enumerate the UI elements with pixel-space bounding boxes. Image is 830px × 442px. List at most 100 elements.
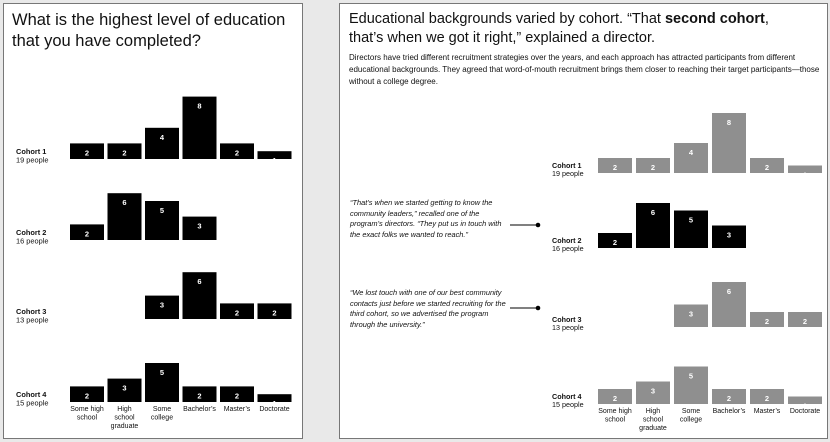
category-label-line: school [643, 417, 664, 424]
bar [107, 193, 142, 240]
bar [182, 216, 217, 240]
bar [257, 303, 292, 319]
bar [674, 210, 708, 248]
bar [712, 113, 746, 173]
quote2-connector-dot [535, 305, 541, 311]
bar-value-label: 2 [613, 163, 617, 172]
bar [674, 366, 708, 404]
bar [712, 389, 746, 404]
bar-value-label: 3 [197, 222, 201, 231]
bar-value-label: 2 [727, 394, 731, 403]
bar [750, 158, 784, 173]
category-label: Some high school [598, 408, 632, 424]
category-label-line: school [605, 417, 626, 424]
cohort-name: Cohort 3 [16, 307, 46, 316]
bar-value-label: 5 [689, 216, 693, 225]
bar [182, 386, 217, 402]
right-chart-title: Educational backgrounds varied by cohort… [349, 10, 819, 48]
bar-value-label: 2 [85, 391, 89, 400]
right-title-part1: Educational backgrounds varied by cohort… [349, 11, 665, 27]
category-label: Some high school [70, 406, 104, 422]
category-label-line: school [114, 415, 135, 422]
bar [70, 143, 104, 159]
bar [70, 386, 104, 402]
bar-value-label: 1 [803, 402, 807, 411]
bar [788, 165, 822, 173]
bar-value-label: 3 [160, 301, 164, 310]
left-panel: What is the highest level of education t… [3, 3, 303, 439]
bar-value-label: 3 [651, 387, 655, 396]
bar [788, 396, 822, 404]
bar-value-label: 2 [765, 317, 769, 326]
bar [107, 143, 142, 159]
bar-value-label: 3 [689, 310, 693, 319]
category-label: Master’s [754, 408, 781, 415]
category-label-line: school [77, 415, 98, 422]
bar-value-label: 1 [272, 156, 276, 165]
category-label: Some college [680, 408, 702, 424]
bar-value-label: 4 [160, 133, 165, 142]
cohort-name: Cohort 1 [16, 147, 46, 156]
bar [145, 295, 179, 319]
bar [145, 201, 179, 240]
cohort-name: Cohort 1 [552, 161, 582, 170]
category-label-line: Doctorate [259, 406, 289, 413]
bar [598, 158, 632, 173]
cohort-name: Cohort 3 [552, 315, 582, 324]
bar [598, 233, 632, 248]
category-label-line: Bachelor’s [183, 406, 216, 413]
cohort-label: Cohort 4 15 people [552, 392, 584, 409]
cohort2-quote: “That’s when we started getting to know … [350, 198, 502, 239]
cohort-name: Cohort 4 [16, 390, 47, 399]
cohort-label: Cohort 1 19 people [552, 161, 584, 178]
category-label: Doctorate [790, 408, 820, 415]
bar-value-label: 2 [197, 391, 201, 400]
category-label-line: Some [682, 408, 700, 415]
right-title-bold: second cohort [664, 11, 765, 27]
bar-value-label: 2 [272, 308, 276, 317]
category-label: Master’s [224, 406, 251, 413]
bar [220, 143, 254, 159]
bar-value-label: 6 [122, 198, 126, 207]
category-label-line: Master’s [224, 406, 251, 413]
category-label: High school graduate [639, 408, 667, 432]
bar-value-label: 4 [689, 148, 694, 157]
cohort-label: Cohort 1 19 people [16, 147, 48, 164]
cohort-size: 16 people [552, 244, 584, 253]
category-label-line: college [680, 417, 702, 424]
cohort-size: 13 people [16, 315, 48, 324]
bar [182, 272, 217, 319]
bar-value-label: 6 [197, 277, 201, 286]
category-label-line: Doctorate [790, 408, 820, 415]
category-label-line: Some [153, 406, 171, 413]
cohort-label: Cohort 4 15 people [16, 390, 48, 407]
right-bar-chart: Cohort 1 19 people 2 2 4 8 2 1 Cohort 2 16 people… [510, 113, 822, 432]
bar-value-label: 8 [197, 102, 201, 111]
category-label: Bachelor’s [713, 408, 746, 415]
right-body-text: Directors have tried different recruitme… [349, 53, 820, 86]
bar [220, 386, 254, 402]
category-label-line: Some high [70, 406, 104, 413]
bar [70, 224, 104, 240]
bar [145, 127, 179, 159]
bar [257, 394, 292, 402]
bar-value-label: 2 [613, 394, 617, 403]
bar [636, 381, 670, 404]
bar [636, 203, 670, 248]
category-label-line: Bachelor’s [713, 408, 746, 415]
category-label-line: graduate [111, 423, 139, 430]
bar-value-label: 5 [160, 206, 164, 215]
bar [750, 312, 784, 327]
bar-value-label: 6 [651, 208, 655, 217]
bar [145, 363, 179, 402]
category-label: High school graduate [111, 406, 139, 430]
bar-value-label: 2 [235, 148, 239, 157]
bar-value-label: 2 [85, 229, 89, 238]
cohort-size: 13 people [552, 323, 584, 332]
cohort3-quote: “We lost touch with one of our best comm… [350, 288, 506, 329]
cohort-name: Cohort 4 [552, 392, 582, 401]
bar [712, 225, 746, 248]
bar [750, 389, 784, 404]
category-label: Bachelor’s [183, 406, 216, 413]
bar-value-label: 2 [235, 391, 239, 400]
